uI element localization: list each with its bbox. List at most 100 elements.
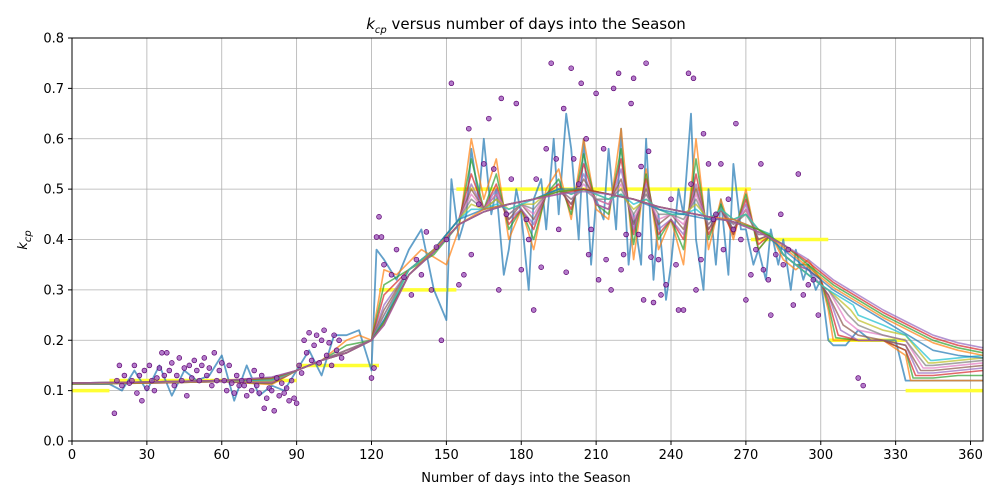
y-tick-label-5: 0.5 bbox=[43, 183, 64, 198]
observation-point bbox=[368, 375, 375, 381]
observation-point bbox=[308, 357, 315, 364]
observation-point bbox=[111, 410, 118, 417]
observation-point bbox=[408, 292, 415, 298]
observation-point bbox=[283, 385, 290, 391]
observation-point bbox=[278, 380, 285, 386]
observation-point bbox=[328, 362, 335, 369]
observation-point bbox=[588, 226, 594, 233]
observation-point bbox=[296, 362, 302, 369]
y-tick-label-3: 0.3 bbox=[43, 283, 64, 298]
observation-point bbox=[331, 332, 337, 338]
observation-point bbox=[273, 375, 280, 381]
observation-point bbox=[548, 60, 554, 66]
observation-point bbox=[690, 75, 697, 82]
observation-point bbox=[560, 105, 567, 112]
observation-point bbox=[166, 367, 173, 374]
observation-point bbox=[645, 148, 652, 155]
observation-point bbox=[498, 95, 505, 102]
observation-point bbox=[595, 277, 602, 283]
observation-point bbox=[790, 302, 797, 308]
observation-point bbox=[778, 211, 784, 218]
observation-point bbox=[228, 380, 235, 386]
observation-point bbox=[553, 156, 559, 162]
observation-point bbox=[286, 397, 292, 404]
observation-point bbox=[129, 377, 135, 384]
observation-point bbox=[640, 297, 647, 303]
observation-point bbox=[700, 130, 707, 137]
observation-point bbox=[448, 80, 455, 87]
x-tick-label-11: 330 bbox=[883, 448, 908, 463]
observation-point bbox=[680, 307, 687, 313]
observation-point bbox=[618, 266, 624, 273]
observation-point bbox=[191, 357, 198, 364]
observation-point bbox=[486, 115, 492, 122]
y-tick-label-7: 0.7 bbox=[43, 82, 64, 97]
observation-point bbox=[523, 216, 530, 223]
observation-point bbox=[176, 355, 183, 361]
observation-point bbox=[795, 171, 802, 177]
observation-point bbox=[263, 395, 270, 401]
observation-point bbox=[648, 254, 654, 260]
observation-point bbox=[815, 312, 822, 318]
observation-point bbox=[204, 372, 210, 379]
observation-point bbox=[261, 405, 267, 412]
observation-point bbox=[785, 246, 792, 253]
x-tick-label-4: 120 bbox=[359, 448, 384, 463]
observation-point bbox=[533, 176, 539, 182]
observation-point bbox=[760, 266, 767, 273]
observation-point bbox=[238, 377, 245, 384]
observation-point bbox=[313, 332, 320, 338]
observation-point bbox=[643, 60, 649, 66]
observation-point bbox=[136, 372, 143, 379]
observation-point bbox=[196, 377, 203, 384]
observation-point bbox=[156, 365, 163, 371]
observation-point bbox=[144, 385, 150, 391]
observation-point bbox=[718, 161, 724, 167]
observation-point bbox=[209, 382, 215, 389]
observation-point bbox=[780, 261, 787, 268]
observation-point bbox=[151, 387, 158, 394]
observation-point bbox=[496, 287, 502, 293]
observation-point bbox=[271, 408, 277, 414]
x-axis-label: Number of days into the Season bbox=[421, 471, 631, 486]
observation-point bbox=[491, 166, 497, 172]
observation-point bbox=[211, 350, 218, 356]
observation-point bbox=[663, 282, 669, 288]
observation-point bbox=[226, 362, 232, 369]
observation-point bbox=[720, 246, 727, 253]
observation-point bbox=[116, 362, 123, 369]
observation-point bbox=[139, 397, 145, 404]
observation-point bbox=[141, 367, 148, 374]
observation-point bbox=[758, 161, 764, 167]
x-tick-label-1: 30 bbox=[139, 448, 156, 463]
observation-point bbox=[216, 367, 223, 374]
observation-point bbox=[638, 163, 644, 170]
observation-point bbox=[241, 382, 247, 389]
observation-point bbox=[321, 327, 327, 333]
observation-point bbox=[730, 226, 737, 233]
y-tick-label-1: 0.1 bbox=[43, 384, 64, 399]
observation-point bbox=[413, 256, 420, 263]
observation-point bbox=[635, 231, 642, 238]
observation-point bbox=[608, 287, 614, 293]
observation-point bbox=[675, 307, 682, 313]
observation-point bbox=[800, 292, 807, 298]
observation-point bbox=[563, 269, 569, 275]
observation-point bbox=[725, 196, 732, 202]
observation-point bbox=[199, 362, 205, 369]
observation-point bbox=[146, 362, 153, 369]
observation-point bbox=[311, 342, 317, 349]
observation-point bbox=[201, 355, 208, 361]
observation-point bbox=[301, 337, 307, 344]
observation-point bbox=[688, 181, 694, 187]
x-tick-label-9: 270 bbox=[733, 448, 758, 463]
observation-point bbox=[184, 392, 190, 399]
observation-point bbox=[248, 387, 255, 394]
observation-point bbox=[169, 360, 175, 366]
y-axis-label: kcp bbox=[16, 230, 34, 249]
observation-points bbox=[111, 60, 866, 417]
observation-point bbox=[336, 337, 342, 344]
observation-point bbox=[121, 372, 128, 379]
observation-point bbox=[525, 236, 532, 243]
